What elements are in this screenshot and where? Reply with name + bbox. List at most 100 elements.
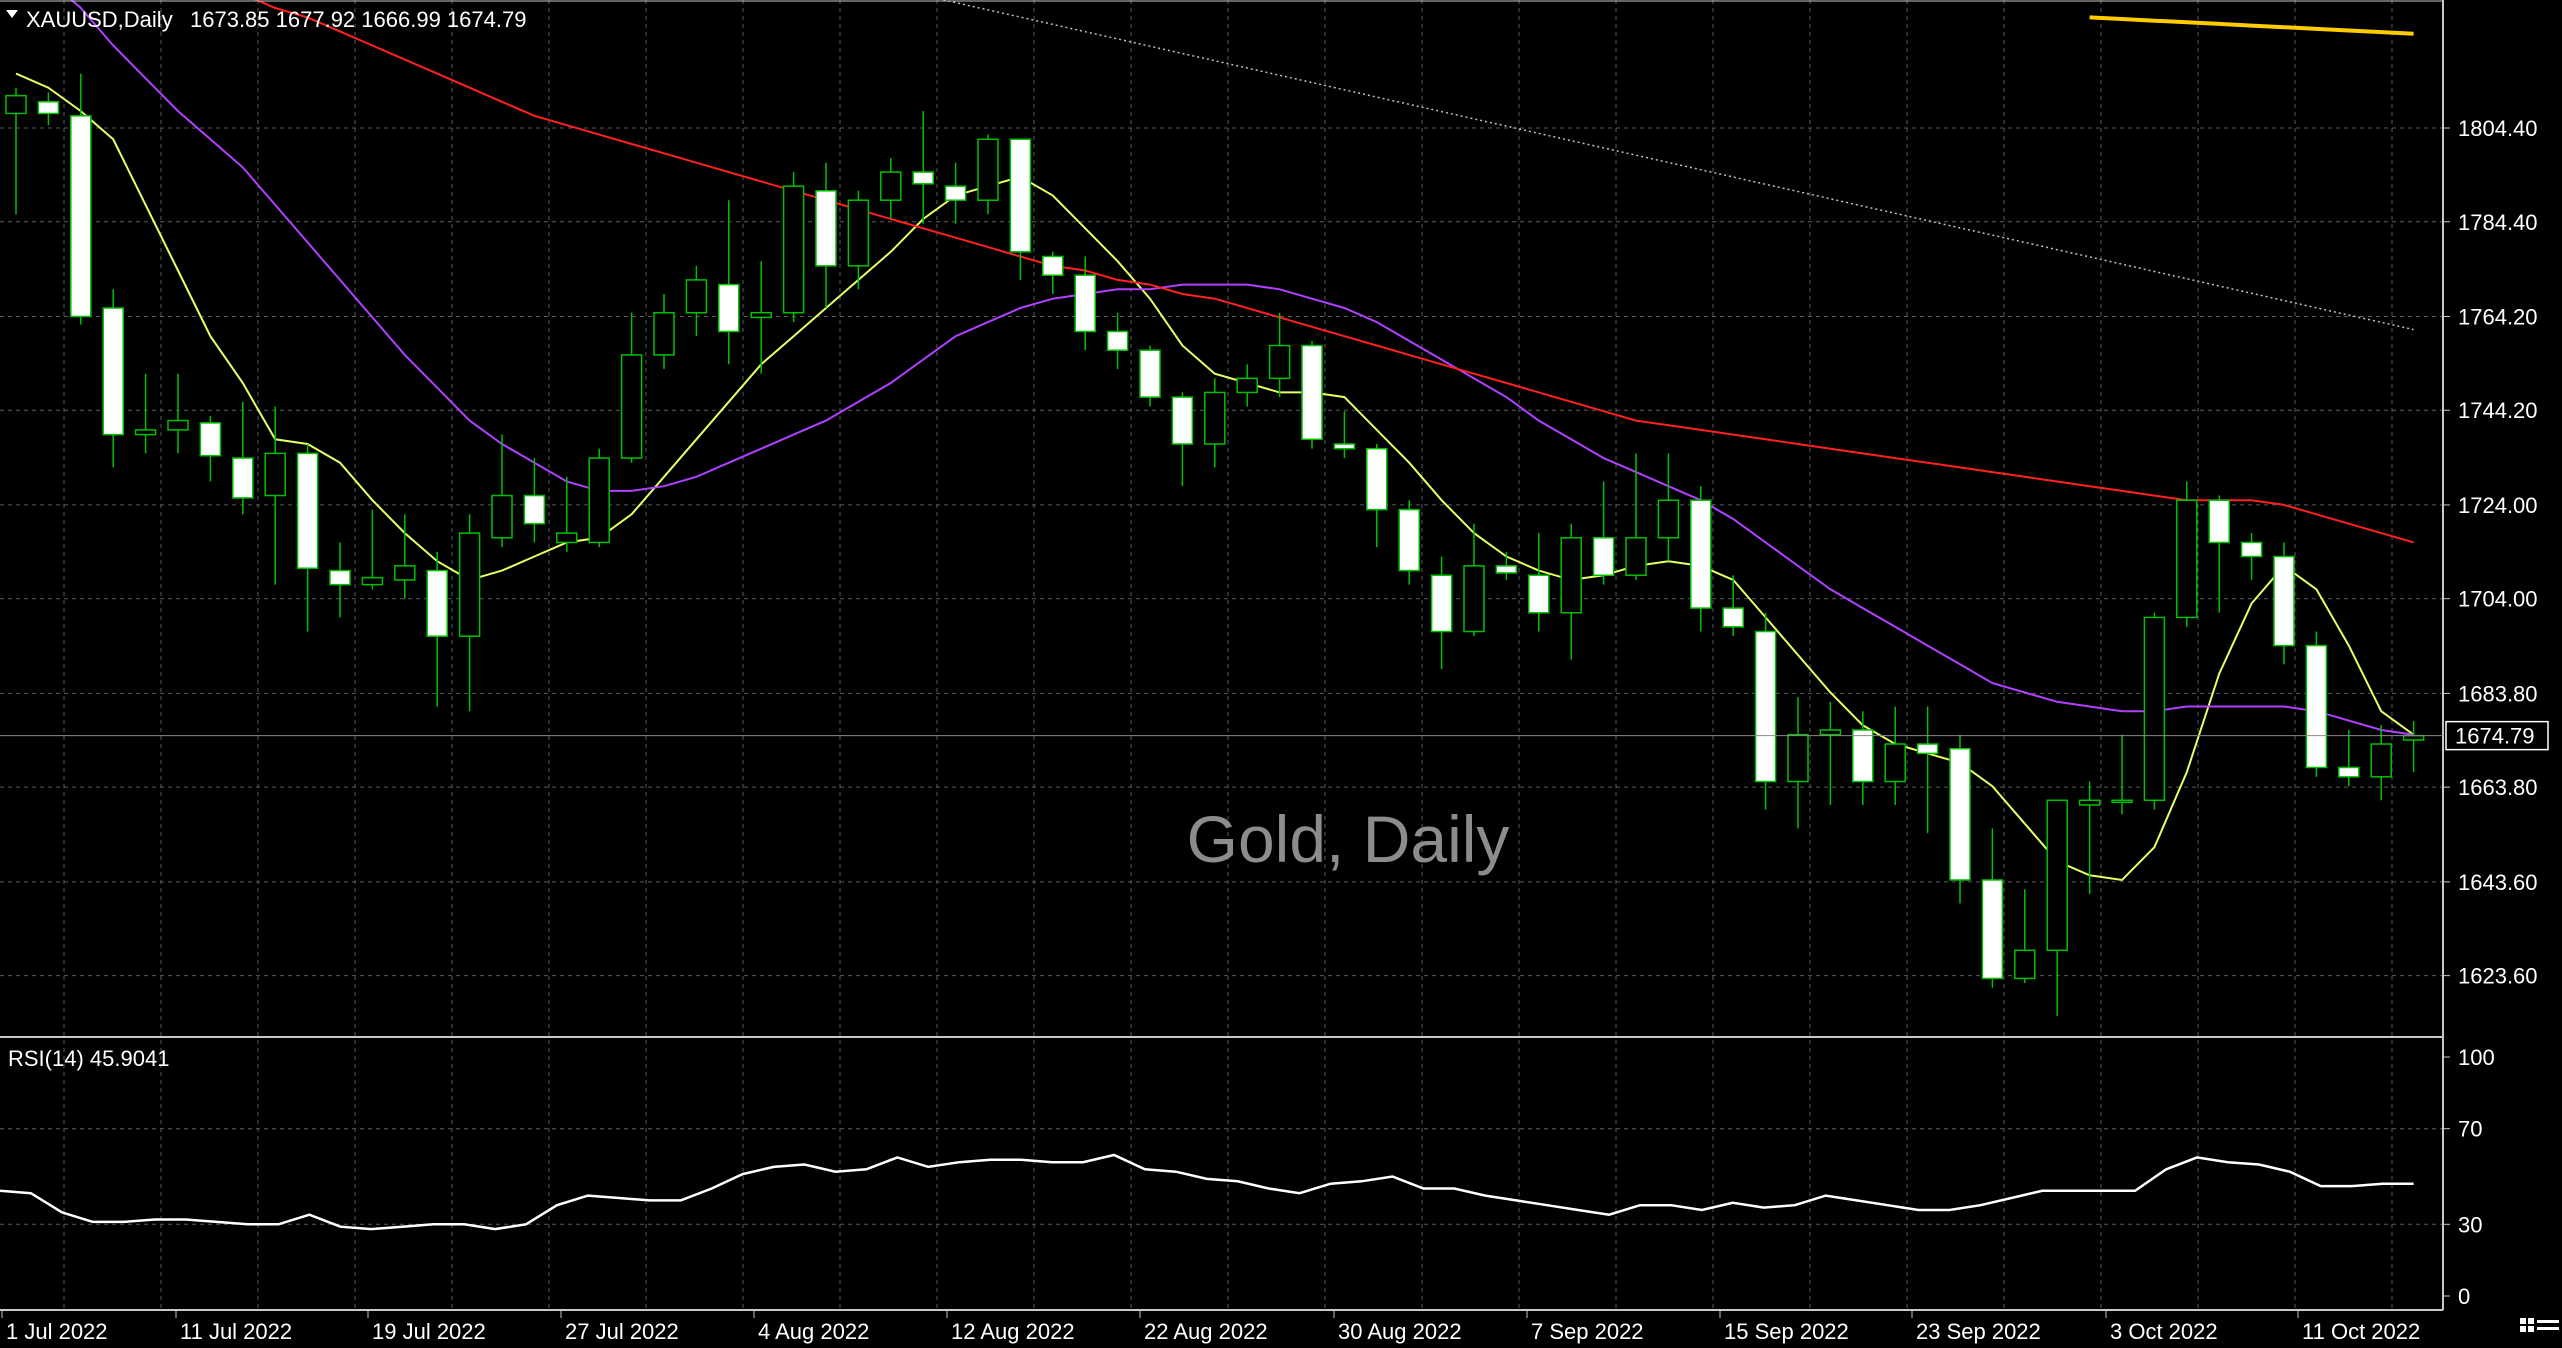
candlesticks[interactable] — [5, 73, 2425, 1016]
candle-2022-10-04[interactable] — [2176, 481, 2198, 627]
candle-body-bearish — [1722, 607, 1744, 628]
candle-2022-07-01[interactable] — [5, 87, 27, 215]
candle-2022-07-18[interactable] — [361, 509, 384, 590]
candle-2022-09-02[interactable] — [1463, 523, 1485, 637]
candle-2022-10-05[interactable] — [2208, 495, 2230, 613]
candle-2022-09-19[interactable] — [1819, 701, 1842, 805]
candle-body-bullish — [2111, 799, 2133, 804]
candle-2022-08-16[interactable] — [1042, 251, 1064, 294]
candle-body-bullish — [880, 171, 902, 201]
rsi-label: RSI(14) 45.9041 — [8, 1046, 169, 1071]
time-tick-label: 11 Jul 2022 — [180, 1319, 292, 1344]
candle-body-bearish — [1009, 138, 1032, 253]
candle-2022-07-21[interactable] — [458, 514, 481, 712]
candle-2022-08-03[interactable] — [750, 261, 772, 374]
candle-2022-10-11[interactable] — [2338, 729, 2360, 787]
candle-body-bearish — [1171, 396, 1194, 445]
candle-body-bullish — [361, 576, 384, 586]
candle-2022-07-20[interactable] — [426, 551, 448, 707]
candle-2022-08-31[interactable] — [1398, 500, 1420, 585]
candle-body-bearish — [1916, 743, 1939, 755]
candle-2022-09-26[interactable] — [1981, 828, 2004, 988]
rsi-tick-label: 70 — [2458, 1117, 2482, 1142]
candle-2022-09-12[interactable] — [1657, 453, 1680, 562]
candle-2022-09-23[interactable] — [1949, 734, 1971, 904]
candle-2022-10-03[interactable] — [2143, 612, 2166, 810]
candle-2022-08-18[interactable] — [1106, 312, 1129, 369]
candle-2022-08-24[interactable] — [1236, 364, 1258, 407]
candle-2022-08-10[interactable] — [912, 111, 934, 224]
candle-2022-09-28[interactable] — [2046, 799, 2068, 1016]
candle-body-bearish — [2273, 555, 2295, 647]
candle-2022-08-22[interactable] — [1171, 392, 1194, 487]
candle-2022-08-19[interactable] — [1139, 345, 1161, 407]
dropdown-arrow-icon[interactable] — [6, 10, 18, 18]
candle-2022-10-07[interactable] — [2273, 542, 2295, 665]
candle-2022-08-11[interactable] — [944, 162, 967, 224]
candle-2022-09-08[interactable] — [1592, 481, 1615, 585]
candle-2022-07-11[interactable] — [199, 415, 222, 482]
candle-2022-07-05[interactable] — [70, 73, 92, 325]
candle-2022-07-15[interactable] — [329, 542, 351, 618]
candle-2022-09-22[interactable] — [1916, 706, 1939, 834]
candle-2022-08-26[interactable] — [1301, 340, 1323, 449]
candle-2022-09-07[interactable] — [1560, 523, 1582, 660]
candle-2022-08-23[interactable] — [1204, 378, 1226, 468]
candle-body-bullish — [134, 429, 157, 436]
candle-2022-07-07[interactable] — [134, 373, 157, 454]
candle-2022-09-06[interactable] — [1528, 533, 1550, 632]
candle-2022-09-16[interactable] — [1787, 697, 1809, 829]
moving-average-ma_medium — [70, 0, 2414, 736]
candle-2022-08-30[interactable] — [1366, 443, 1388, 548]
candle-2022-07-13[interactable] — [264, 406, 286, 585]
candle-2022-07-26[interactable] — [556, 476, 578, 552]
candle-2022-09-14[interactable] — [1722, 575, 1744, 637]
candle-2022-09-29[interactable] — [2078, 781, 2101, 895]
candle-2022-07-06[interactable] — [102, 289, 124, 468]
candle-2022-08-02[interactable] — [718, 200, 740, 365]
candle-2022-07-25[interactable] — [523, 458, 546, 543]
candle-2022-09-30[interactable] — [2111, 734, 2133, 815]
candle-2022-09-05[interactable] — [1495, 551, 1518, 580]
candle-2022-09-09[interactable] — [1625, 453, 1647, 580]
candle-2022-07-04[interactable] — [37, 92, 60, 126]
candle-2022-10-06[interactable] — [2240, 533, 2263, 580]
candle-2022-07-14[interactable] — [296, 443, 319, 632]
candle-2022-10-10[interactable] — [2305, 631, 2328, 777]
time-tick-label: 27 Jul 2022 — [565, 1319, 679, 1344]
candle-body-bearish — [1139, 349, 1161, 398]
candle-2022-07-19[interactable] — [394, 514, 416, 599]
candle-2022-09-21[interactable] — [1884, 706, 1906, 805]
candle-2022-07-27[interactable] — [588, 448, 610, 548]
candle-2022-08-01[interactable] — [685, 265, 708, 337]
candle-2022-08-09[interactable] — [880, 158, 902, 219]
candle-body-bearish — [232, 457, 254, 499]
candle-2022-07-12[interactable] — [232, 401, 254, 515]
candle-2022-07-28[interactable] — [620, 312, 643, 463]
candle-2022-08-12[interactable] — [977, 134, 999, 215]
time-axis[interactable]: 1 Jul 2022 11 Jul 2022 19 Jul 2022 27 Jul 2… — [1, 1310, 2420, 1344]
candle-2022-09-20[interactable] — [1852, 711, 1874, 805]
candle-2022-08-15[interactable] — [1009, 138, 1032, 280]
candle-body-bearish — [1949, 747, 1971, 881]
rsi-tick-label: 0 — [2458, 1284, 2470, 1309]
candle-2022-08-29[interactable] — [1333, 411, 1356, 459]
candle-2022-07-29[interactable] — [653, 293, 675, 369]
candle-2022-07-08[interactable] — [167, 373, 189, 454]
candle-2022-08-05[interactable] — [815, 162, 837, 309]
candle-2022-09-13[interactable] — [1690, 486, 1712, 632]
candle-2022-09-27[interactable] — [2014, 889, 2036, 984]
rsi-tick-label: 100 — [2458, 1045, 2495, 1070]
candle-body-bearish — [1981, 879, 2004, 980]
candle-2022-07-22[interactable] — [491, 434, 513, 548]
candle-2022-08-25[interactable] — [1268, 312, 1291, 398]
candle-2022-09-01[interactable] — [1430, 556, 1453, 670]
candle-2022-08-08[interactable] — [847, 190, 870, 290]
candle-2022-09-15[interactable] — [1754, 612, 1777, 810]
candle-2022-08-17[interactable] — [1074, 256, 1096, 351]
price-axis[interactable]: 1804.40 1784.40 1764.20 1744.20 1724.00 1704.… — [2443, 116, 2538, 989]
candle-2022-08-04[interactable] — [782, 172, 805, 323]
candle-body-bullish — [1819, 729, 1842, 736]
candle-2022-10-12[interactable] — [2370, 725, 2392, 801]
